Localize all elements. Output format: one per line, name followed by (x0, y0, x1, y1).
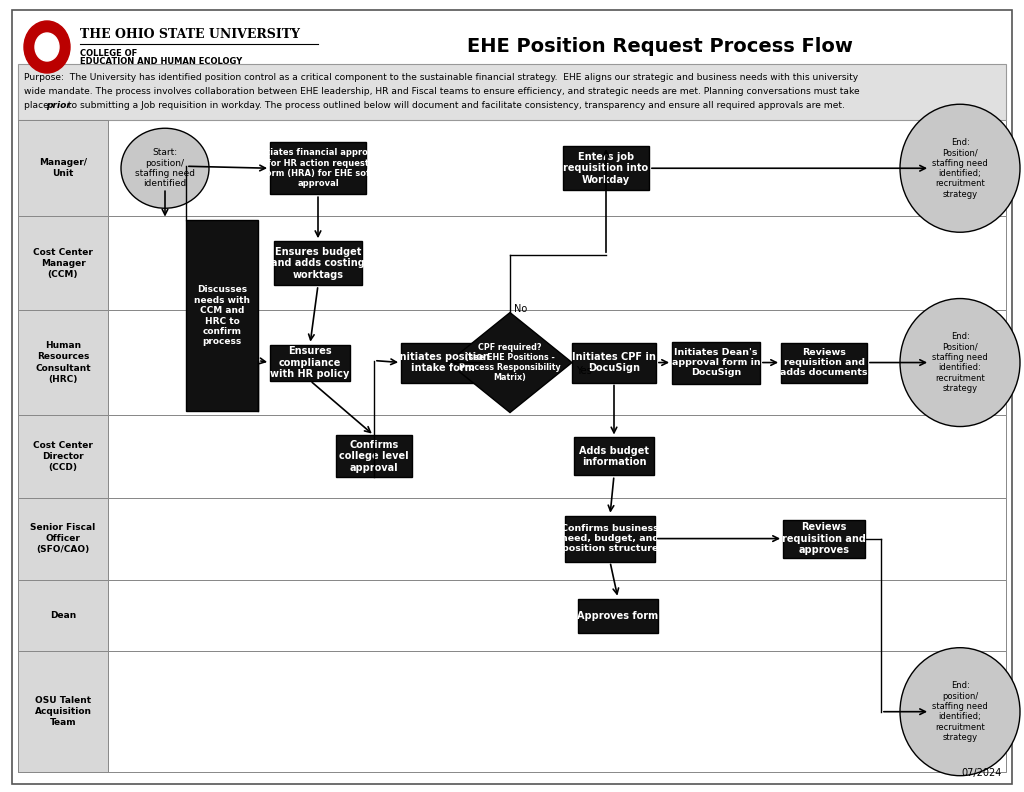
Bar (18, 580, 108, 651)
Text: Start:
position/
staffing need
identified: Start: position/ staffing need identifie… (135, 148, 195, 188)
Bar (18, 216, 1006, 310)
Text: Discusses
needs with
CCM and
HRC to
confirm
process: Discusses needs with CCM and HRC to conf… (194, 285, 250, 346)
Bar (18, 310, 1006, 415)
Text: place: place (24, 101, 51, 111)
Text: End:
Position/
staffing need
identified;
recruitment
strategy: End: Position/ staffing need identified;… (932, 138, 988, 199)
Text: wide mandate. The process involves collaboration between EHE leadership, HR and : wide mandate. The process involves colla… (24, 86, 859, 96)
Text: Ensures
compliance
with HR policy: Ensures compliance with HR policy (270, 346, 349, 379)
Ellipse shape (900, 648, 1020, 775)
Bar (18, 497, 108, 580)
Text: COLLEGE OF: COLLEGE OF (80, 48, 137, 58)
Text: THE OHIO STATE UNIVERSITY: THE OHIO STATE UNIVERSITY (80, 28, 300, 40)
Bar (270, 345, 350, 380)
Bar (18, 651, 108, 772)
Bar (563, 147, 649, 190)
Text: EHE Position Request Process Flow: EHE Position Request Process Flow (467, 37, 853, 56)
Ellipse shape (121, 128, 209, 208)
Bar (18, 651, 1006, 772)
Text: End:
position/
staffing need
identified;
recruitment
strategy: End: position/ staffing need identified;… (932, 681, 988, 742)
Bar (565, 516, 655, 562)
Text: Yes: Yes (575, 366, 592, 375)
Text: Enters job
requisition into
Workday: Enters job requisition into Workday (563, 151, 648, 185)
Bar (574, 437, 654, 475)
Text: Confirms business
need, budget, and
position structure: Confirms business need, budget, and posi… (561, 524, 659, 554)
Text: OSU Talent
Acquisition
Team: OSU Talent Acquisition Team (35, 696, 91, 727)
Text: Approves form: Approves form (578, 611, 658, 620)
Text: CPF required?
(see EHE Positions -
Process Responsibility
Matrix): CPF required? (see EHE Positions - Proce… (459, 343, 561, 382)
Ellipse shape (35, 33, 59, 61)
Bar (18, 120, 108, 216)
Text: 07/2024: 07/2024 (962, 768, 1002, 778)
Text: Human
Resources
Consultant
(HRC): Human Resources Consultant (HRC) (35, 341, 91, 383)
Text: Confirms
college level
approval: Confirms college level approval (339, 440, 409, 473)
Text: Purpose:  The University has identified position control as a critical component: Purpose: The University has identified p… (24, 73, 858, 82)
Bar (18, 497, 1006, 580)
Text: EDUCATION AND HUMAN ECOLOGY: EDUCATION AND HUMAN ECOLOGY (80, 58, 243, 67)
Text: Manager/
Unit: Manager/ Unit (39, 158, 87, 178)
Text: prior: prior (46, 101, 71, 111)
Bar (274, 241, 362, 285)
Ellipse shape (900, 299, 1020, 427)
Text: Senior Fiscal
Officer
(SFO/CAO): Senior Fiscal Officer (SFO/CAO) (31, 523, 95, 554)
Text: Initiates position
intake form: Initiates position intake form (396, 352, 489, 373)
Text: Initiates CPF in
DocuSign: Initiates CPF in DocuSign (572, 352, 656, 373)
Bar (18, 415, 1006, 497)
Text: End:
Position/
staffing need
identified:
recruitment
strategy: End: Position/ staffing need identified:… (932, 332, 988, 393)
Bar (18, 415, 108, 497)
Bar (783, 520, 865, 558)
Text: Dean: Dean (50, 611, 76, 620)
Text: to submitting a Job requisition in workday. The process outlined below will docu: to submitting a Job requisition in workd… (65, 101, 845, 111)
Bar (578, 599, 658, 633)
Bar (672, 341, 760, 383)
Bar (18, 120, 1006, 216)
Ellipse shape (900, 105, 1020, 232)
Bar (401, 343, 485, 383)
Bar (186, 220, 258, 411)
Bar (781, 343, 867, 383)
Bar (18, 216, 108, 310)
Text: Cost Center
Manager
(CCM): Cost Center Manager (CCM) (33, 248, 93, 279)
Text: Adds budget
information: Adds budget information (579, 446, 649, 467)
Text: Initiates Dean's
approval form in
DocuSign: Initiates Dean's approval form in DocuSi… (672, 348, 760, 378)
Bar (270, 143, 366, 194)
Text: Reviews
requisition and
adds documents: Reviews requisition and adds documents (780, 348, 867, 378)
Text: Ensures budget
and adds costing
worktags: Ensures budget and adds costing worktags (271, 246, 365, 280)
Ellipse shape (24, 21, 70, 73)
Bar (18, 64, 1006, 120)
Bar (18, 580, 1006, 651)
Text: Cost Center
Director
(CCD): Cost Center Director (CCD) (33, 441, 93, 472)
Text: Initiates financial approval
for HR action request
form (HRA) for EHE soft
appro: Initiates financial approval for HR acti… (254, 148, 382, 188)
Text: Reviews
requisition and
approves: Reviews requisition and approves (782, 522, 866, 555)
Text: No: No (514, 303, 527, 314)
Bar (18, 310, 108, 415)
Bar (572, 343, 656, 383)
Bar (336, 436, 412, 478)
Polygon shape (449, 313, 572, 413)
